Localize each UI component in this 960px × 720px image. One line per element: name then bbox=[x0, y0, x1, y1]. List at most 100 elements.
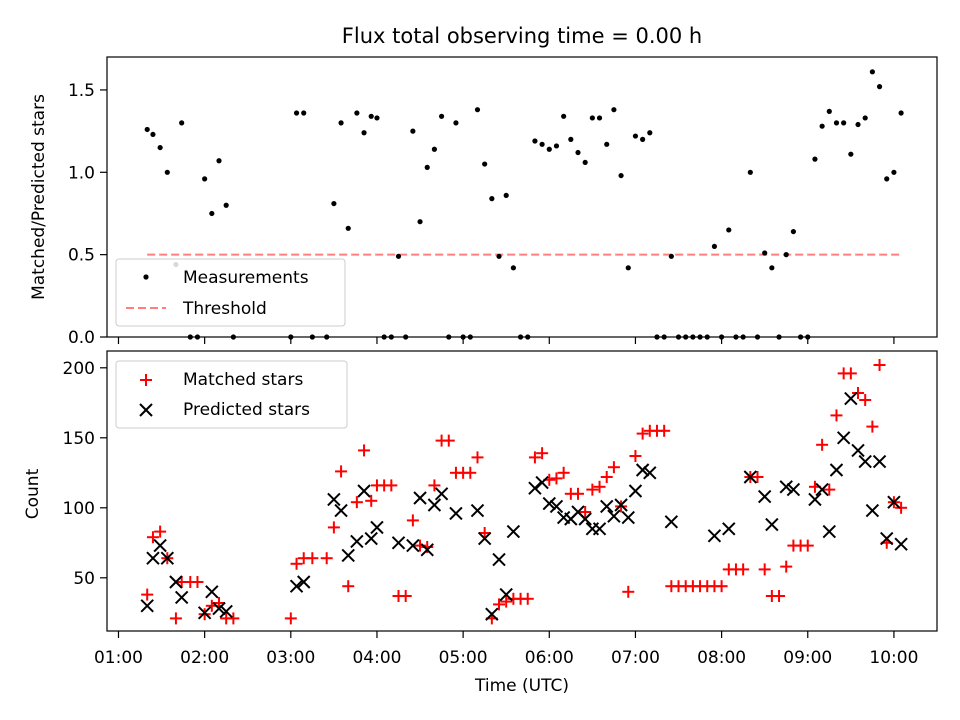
count-y-axis-label: Count bbox=[23, 468, 43, 519]
predicted-star-point bbox=[477, 531, 492, 546]
measurement-point bbox=[431, 146, 438, 152]
predicted-star-point bbox=[334, 503, 348, 518]
measurement-point bbox=[553, 143, 560, 149]
predicted-star-point bbox=[427, 498, 442, 512]
predicted-star-point bbox=[492, 552, 506, 567]
measurement-point bbox=[618, 172, 624, 179]
measurement-point bbox=[164, 169, 170, 175]
matched-star-point bbox=[464, 466, 477, 479]
measurement-point bbox=[611, 107, 617, 113]
predicted-star-point bbox=[722, 522, 736, 536]
count-y-tick-label: 200 bbox=[63, 359, 95, 379]
predicted-star-point bbox=[327, 492, 341, 507]
matched-star-point bbox=[586, 483, 599, 496]
measurement-point bbox=[596, 115, 603, 121]
predicted-star-point bbox=[865, 503, 880, 518]
measurement-point bbox=[747, 169, 753, 175]
measurement-point bbox=[546, 146, 552, 152]
matched-star-point bbox=[557, 466, 570, 479]
predicted-star-point bbox=[357, 484, 371, 498]
measurement-point bbox=[862, 115, 868, 121]
measurement-point bbox=[510, 265, 516, 271]
matched-star-point bbox=[801, 539, 814, 552]
measurement-point bbox=[625, 265, 631, 271]
predicted-star-point bbox=[364, 531, 378, 546]
matched-star-point bbox=[636, 427, 649, 440]
measurement-point bbox=[790, 228, 797, 235]
x-tick-label: 08:00 bbox=[697, 648, 746, 668]
x-tick-label: 03:00 bbox=[266, 648, 315, 668]
matched-star-point bbox=[758, 563, 771, 576]
measurement-point bbox=[331, 200, 337, 207]
matched-star-point bbox=[493, 598, 506, 611]
measurement-point bbox=[424, 164, 430, 170]
measurement-point bbox=[604, 141, 610, 147]
x-tick-label: 07:00 bbox=[611, 648, 660, 668]
predicted-star-point bbox=[506, 524, 521, 539]
legend-measurements-marker bbox=[143, 274, 149, 280]
matched-star-point bbox=[823, 483, 836, 496]
predicted-star-point bbox=[153, 538, 167, 553]
measurement-point bbox=[783, 252, 789, 258]
matched-star-point bbox=[873, 359, 886, 371]
predicted-star-point bbox=[174, 590, 189, 605]
measurement-point bbox=[354, 110, 360, 116]
predicted-star-point bbox=[808, 492, 822, 507]
measurement-point bbox=[453, 120, 459, 126]
measurement-point bbox=[539, 141, 545, 147]
matched-star-point bbox=[478, 527, 491, 539]
matched-star-point bbox=[844, 367, 857, 380]
matched-star-point bbox=[442, 434, 455, 447]
matched-star-point bbox=[780, 560, 793, 573]
measurement-point bbox=[216, 158, 222, 164]
measurement-point bbox=[640, 136, 646, 142]
count-y-tick-label: 100 bbox=[63, 499, 95, 519]
measurement-point bbox=[395, 253, 402, 259]
predicted-star-point bbox=[815, 482, 829, 497]
x-tick-label: 05:00 bbox=[439, 648, 488, 668]
matched-star-point bbox=[550, 472, 563, 485]
predicted-star-point bbox=[140, 599, 154, 613]
measurement-point bbox=[368, 113, 374, 119]
predicted-star-point bbox=[707, 529, 722, 543]
matched-star-point bbox=[327, 521, 340, 534]
measurement-point bbox=[568, 136, 574, 142]
measurement-point bbox=[301, 110, 307, 116]
measurement-point bbox=[647, 130, 653, 136]
measurement-point bbox=[575, 149, 581, 156]
measurement-point bbox=[157, 144, 163, 151]
matched-star-point bbox=[365, 494, 378, 507]
matched-star-point bbox=[154, 525, 167, 538]
predicted-star-point bbox=[406, 538, 420, 553]
measurement-point bbox=[826, 108, 832, 114]
predicted-star-point bbox=[146, 551, 160, 565]
measurement-point bbox=[833, 120, 840, 126]
matched-star-point bbox=[859, 394, 872, 406]
measurement-point bbox=[209, 210, 215, 217]
predicted-star-point bbox=[607, 509, 621, 523]
predicted-star-point bbox=[829, 463, 844, 477]
matched-star-point bbox=[579, 506, 592, 518]
predicted-star-point bbox=[169, 575, 183, 589]
legend-measurements-label: Measurements bbox=[183, 268, 309, 288]
measurement-point bbox=[819, 123, 825, 129]
matched-star-point bbox=[500, 595, 513, 608]
measurement-point bbox=[150, 131, 156, 138]
measurement-point bbox=[898, 110, 904, 116]
count-y-tick-label: 50 bbox=[73, 569, 95, 589]
predicted-star-point bbox=[664, 515, 679, 529]
matched-star-point bbox=[342, 580, 355, 593]
predicted-star-point bbox=[851, 443, 865, 458]
measurement-point bbox=[726, 227, 732, 233]
measurement-point bbox=[632, 133, 639, 139]
predicted-star-point bbox=[391, 536, 406, 550]
matched-star-point bbox=[213, 597, 226, 609]
matched-star-point bbox=[866, 420, 879, 433]
predicted-star-point bbox=[485, 607, 499, 621]
measurement-point bbox=[417, 219, 423, 225]
measurement-point bbox=[841, 120, 847, 126]
matched-star-point bbox=[521, 592, 534, 605]
matched-star-point bbox=[852, 387, 865, 399]
measurement-point bbox=[812, 156, 818, 162]
predicted-star-point bbox=[449, 506, 463, 521]
